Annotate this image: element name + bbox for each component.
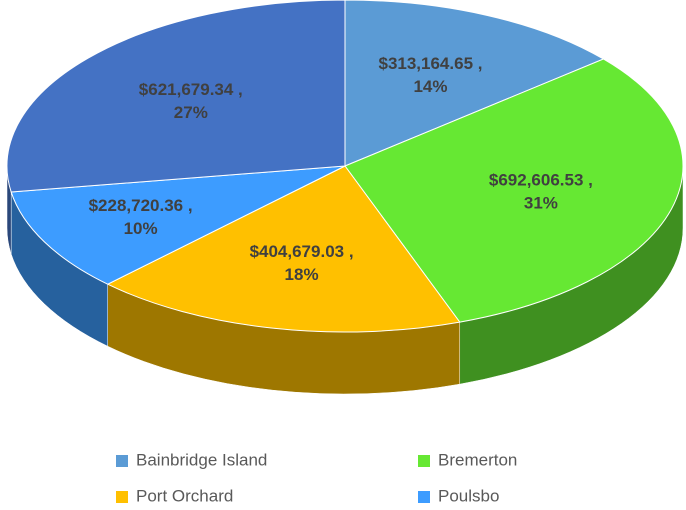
slice bbox=[106, 165, 461, 333]
data-label: $621,679.34 , bbox=[139, 80, 243, 99]
data-label: $228,720.36 , bbox=[89, 196, 193, 215]
data-label: 10% bbox=[124, 219, 158, 238]
data-label: $404,679.03 , bbox=[250, 242, 354, 261]
data-label: $313,164.65 , bbox=[378, 54, 482, 73]
legend-swatch bbox=[418, 455, 430, 467]
data-label: 31% bbox=[524, 193, 558, 212]
legend-label: Bainbridge Island bbox=[136, 450, 267, 469]
legend-label: Port Orchard bbox=[136, 486, 233, 505]
slice bbox=[6, 0, 346, 193]
slice bbox=[344, 0, 605, 167]
legend-label: Poulsbo bbox=[438, 486, 499, 505]
legend-label: Bremerton bbox=[438, 450, 517, 469]
data-label: 27% bbox=[174, 103, 208, 122]
legend-swatch bbox=[116, 455, 128, 467]
legend-swatch bbox=[116, 491, 128, 503]
data-label: $692,606.53 , bbox=[489, 170, 593, 189]
legend-swatch bbox=[418, 491, 430, 503]
slice bbox=[344, 58, 684, 323]
data-label: 14% bbox=[413, 77, 447, 96]
data-label: 18% bbox=[285, 265, 319, 284]
slice bbox=[10, 165, 346, 285]
